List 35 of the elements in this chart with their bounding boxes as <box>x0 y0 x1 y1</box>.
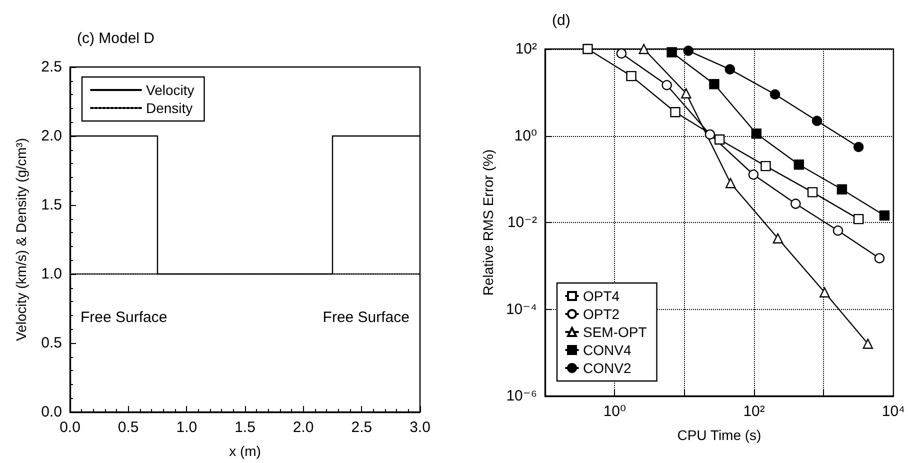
x-tick-label: 0.5 <box>118 419 139 436</box>
x-tick-label: 10⁴ <box>882 403 906 420</box>
legend-label: Velocity <box>146 82 194 98</box>
annotation: Free Surface <box>80 309 168 326</box>
x-tick-label: 10² <box>743 403 765 420</box>
y-tick-label: 1.5 <box>41 196 62 214</box>
x-tick-label: 2.5 <box>351 419 372 436</box>
legend-label: Density <box>146 100 193 116</box>
y-tick-label: 0.5 <box>41 334 62 352</box>
y-tick-label: 2.0 <box>41 128 62 144</box>
x-tick-label: 2.0 <box>292 419 314 436</box>
x-tick-label: 0.0 <box>60 419 80 436</box>
legend-label: CONV2 <box>583 360 632 376</box>
y-tick-label: 1.0 <box>41 266 62 282</box>
x-tick-label: 10⁰ <box>603 403 626 420</box>
y-tick-label: 10⁻⁴ <box>506 300 537 318</box>
y-axis-title: Relative RMS Error (%) <box>480 149 496 296</box>
chart-title: (d) <box>552 12 570 29</box>
y-tick-label: 10⁻² <box>507 214 537 231</box>
x-axis-title: CPU Time (s) <box>677 427 762 443</box>
legend-label: CONV4 <box>583 342 632 358</box>
legend-label: OPT2 <box>583 306 620 322</box>
chart-title: (c) Model D <box>77 30 155 47</box>
y-tick-label: 10⁻⁶ <box>506 388 537 404</box>
y-axis-title: Velocity (km/s) & Density (g/cm³) <box>13 138 29 342</box>
y-tick-label: 10² <box>515 40 537 58</box>
y-tick-label: 2.5 <box>41 58 62 76</box>
x-tick-label: 1.0 <box>176 419 198 436</box>
x-tick-label: 3.0 <box>410 419 430 436</box>
x-tick-label: 1.5 <box>234 419 256 436</box>
legend-label: OPT4 <box>583 288 620 304</box>
legend-label: SEM-OPT <box>583 324 648 340</box>
y-tick-label: 10⁰ <box>514 127 537 144</box>
annotation: Free Surface <box>322 309 410 326</box>
x-axis-title: x (m) <box>229 443 261 459</box>
